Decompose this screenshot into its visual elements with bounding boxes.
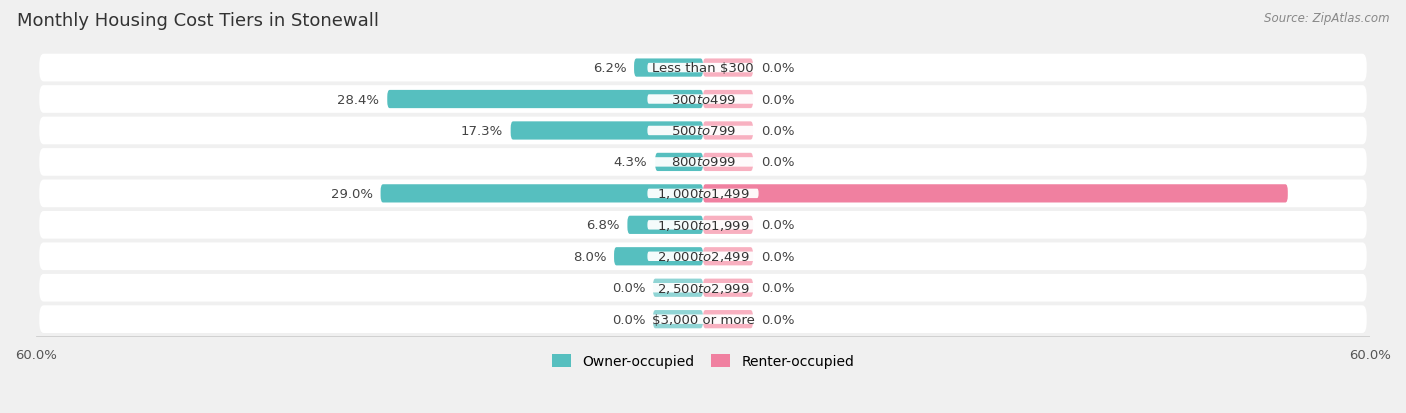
FancyBboxPatch shape: [614, 247, 703, 266]
Text: 0.0%: 0.0%: [761, 313, 794, 326]
Text: 0.0%: 0.0%: [761, 62, 794, 75]
Text: 4.3%: 4.3%: [614, 156, 647, 169]
Text: $500 to $799: $500 to $799: [671, 125, 735, 138]
FancyBboxPatch shape: [655, 153, 703, 172]
FancyBboxPatch shape: [647, 64, 759, 73]
FancyBboxPatch shape: [39, 211, 1367, 239]
FancyBboxPatch shape: [703, 91, 754, 109]
FancyBboxPatch shape: [634, 59, 703, 78]
Text: Monthly Housing Cost Tiers in Stonewall: Monthly Housing Cost Tiers in Stonewall: [17, 12, 378, 30]
FancyBboxPatch shape: [627, 216, 703, 234]
FancyBboxPatch shape: [387, 91, 703, 109]
Text: Less than $300: Less than $300: [652, 62, 754, 75]
FancyBboxPatch shape: [647, 95, 759, 104]
FancyBboxPatch shape: [703, 59, 754, 78]
Text: 8.0%: 8.0%: [572, 250, 606, 263]
Text: 29.0%: 29.0%: [330, 188, 373, 200]
FancyBboxPatch shape: [381, 185, 703, 203]
FancyBboxPatch shape: [652, 310, 703, 328]
Legend: Owner-occupied, Renter-occupied: Owner-occupied, Renter-occupied: [546, 349, 860, 374]
FancyBboxPatch shape: [39, 306, 1367, 333]
FancyBboxPatch shape: [39, 117, 1367, 145]
Text: 0.0%: 0.0%: [761, 156, 794, 169]
Text: 0.0%: 0.0%: [612, 313, 645, 326]
Text: 17.3%: 17.3%: [461, 125, 503, 138]
FancyBboxPatch shape: [652, 279, 703, 297]
Text: 52.6%: 52.6%: [1295, 188, 1341, 200]
Text: $300 to $499: $300 to $499: [671, 93, 735, 106]
FancyBboxPatch shape: [39, 274, 1367, 302]
FancyBboxPatch shape: [39, 149, 1367, 176]
FancyBboxPatch shape: [39, 243, 1367, 271]
FancyBboxPatch shape: [647, 158, 759, 167]
Text: 6.2%: 6.2%: [593, 62, 626, 75]
Text: $800 to $999: $800 to $999: [671, 156, 735, 169]
FancyBboxPatch shape: [703, 247, 754, 266]
FancyBboxPatch shape: [703, 279, 754, 297]
FancyBboxPatch shape: [39, 86, 1367, 114]
FancyBboxPatch shape: [703, 185, 1288, 203]
FancyBboxPatch shape: [647, 221, 759, 230]
Text: 0.0%: 0.0%: [612, 282, 645, 294]
FancyBboxPatch shape: [647, 315, 759, 324]
FancyBboxPatch shape: [703, 153, 754, 172]
Text: 0.0%: 0.0%: [761, 250, 794, 263]
FancyBboxPatch shape: [510, 122, 703, 140]
Text: Source: ZipAtlas.com: Source: ZipAtlas.com: [1264, 12, 1389, 25]
FancyBboxPatch shape: [703, 216, 754, 234]
Text: 0.0%: 0.0%: [761, 282, 794, 294]
Text: $1,000 to $1,499: $1,000 to $1,499: [657, 187, 749, 201]
Text: $3,000 or more: $3,000 or more: [651, 313, 755, 326]
FancyBboxPatch shape: [647, 283, 759, 293]
FancyBboxPatch shape: [703, 310, 754, 328]
FancyBboxPatch shape: [39, 180, 1367, 208]
Text: 0.0%: 0.0%: [761, 125, 794, 138]
Text: 28.4%: 28.4%: [337, 93, 380, 106]
Text: $2,000 to $2,499: $2,000 to $2,499: [657, 250, 749, 263]
FancyBboxPatch shape: [647, 252, 759, 261]
FancyBboxPatch shape: [39, 55, 1367, 82]
FancyBboxPatch shape: [647, 189, 759, 199]
Text: $1,500 to $1,999: $1,500 to $1,999: [657, 218, 749, 232]
Text: 0.0%: 0.0%: [761, 219, 794, 232]
Text: $2,500 to $2,999: $2,500 to $2,999: [657, 281, 749, 295]
Text: 6.8%: 6.8%: [586, 219, 620, 232]
FancyBboxPatch shape: [647, 126, 759, 136]
FancyBboxPatch shape: [703, 122, 754, 140]
Text: 0.0%: 0.0%: [761, 93, 794, 106]
